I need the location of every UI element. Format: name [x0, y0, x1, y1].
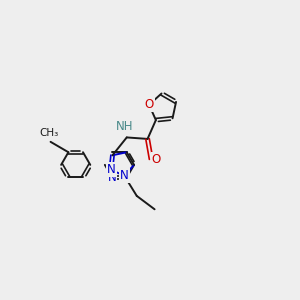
Text: NH: NH: [116, 120, 133, 133]
Text: N: N: [120, 169, 129, 182]
Text: N: N: [108, 171, 116, 184]
Text: O: O: [152, 153, 161, 166]
Text: CH₃: CH₃: [40, 128, 59, 138]
Text: O: O: [144, 98, 154, 111]
Text: N: N: [106, 163, 115, 176]
